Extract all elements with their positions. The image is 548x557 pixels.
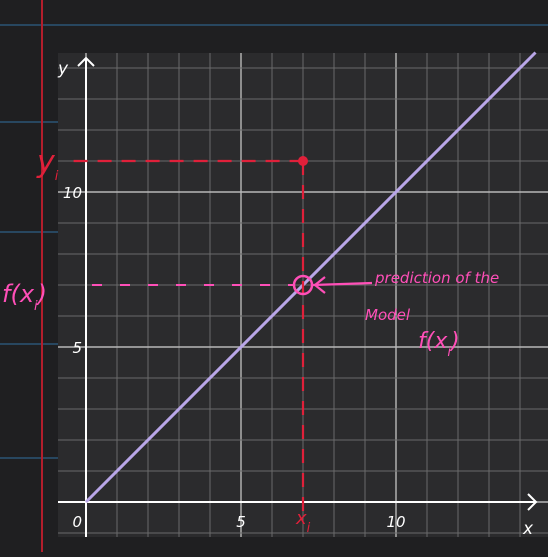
annotation-subscript: i (307, 521, 311, 536)
annotation-part: f(x (2, 280, 35, 308)
prediction-arrow-line (312, 281, 373, 287)
x-tick-label-10: 10 (386, 513, 405, 531)
axis-labels: xy (57, 59, 534, 539)
annotation-subscript: i (34, 299, 38, 314)
annotation-subscript: i (55, 169, 59, 184)
x-axis-label: x (522, 519, 534, 539)
x-tick-label-0: 0 (72, 513, 82, 531)
annotation-part: x (295, 508, 307, 529)
annotation-prediction-fx: f(xi) (418, 329, 460, 360)
x-axis-arrow (527, 493, 538, 511)
annotation-f-x-i-left: f(xi) (2, 280, 47, 314)
y-tick-label-10: 10 (63, 184, 82, 202)
y-axis-label: y (57, 59, 69, 79)
y-axis-arrow (77, 56, 95, 67)
annotation-y-i: yi (36, 145, 59, 184)
observed-point (298, 156, 308, 166)
annotation-part: y (36, 145, 56, 180)
annotation-part: f(x (418, 329, 448, 354)
y-tick-label-5: 5 (72, 339, 82, 357)
series-line-0 (84, 51, 537, 504)
x-tick-label-5: 5 (236, 513, 246, 531)
predicted-point-circle (292, 274, 314, 296)
annotation-x-i: xi (295, 508, 311, 536)
annotation-prediction-line2: Model (365, 306, 411, 324)
tick-labels: 0 5 10 5 10 (63, 184, 406, 531)
annotation-subscript: i (447, 345, 451, 360)
prediction-arrowhead (313, 276, 326, 294)
annotation-part: ) (36, 280, 47, 308)
annotation-prediction-line1: prediction of the (374, 269, 499, 287)
annotation-part: ) (449, 329, 460, 354)
